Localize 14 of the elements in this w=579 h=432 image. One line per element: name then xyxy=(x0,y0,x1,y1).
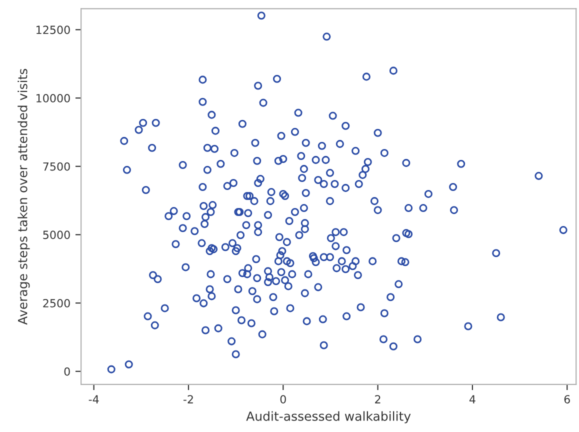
x-tick-label: 2 xyxy=(375,395,380,404)
y-tick-label: 10000 xyxy=(36,94,70,102)
x-tick-label: -2 xyxy=(184,395,193,404)
x-tick-label: 4 xyxy=(469,395,476,404)
y-tick-label: 5000 xyxy=(43,230,70,240)
y-axis-title: Average steps taken over attended visits xyxy=(18,68,30,325)
x-tick-label: 0 xyxy=(280,395,286,404)
x-tick-label: -4 xyxy=(88,395,99,404)
y-tick-label: 7500 xyxy=(43,162,70,171)
y-tick-label: 12500 xyxy=(36,26,70,34)
y-tick-label: 2500 xyxy=(43,299,70,308)
x-tick-label: 6 xyxy=(564,395,570,404)
y-tick-label: 0 xyxy=(64,367,70,376)
x-axis-title: Audit-assessed walkability xyxy=(246,411,411,424)
